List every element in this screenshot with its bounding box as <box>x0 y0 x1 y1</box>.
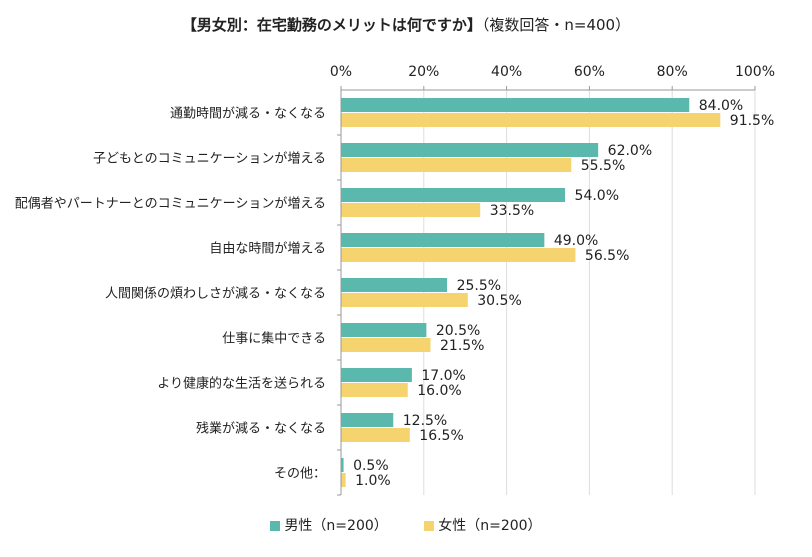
data-label: 16.0% <box>417 383 461 399</box>
bar-female <box>341 158 572 172</box>
data-label: 17.0% <box>421 368 465 384</box>
legend-item-male: 男性（n=200） <box>270 515 388 535</box>
data-label: 55.5% <box>581 158 625 174</box>
bar-male <box>341 98 690 112</box>
data-label: 1.0% <box>355 473 391 489</box>
data-label: 62.0% <box>608 143 652 159</box>
legend-item-female: 女性（n=200） <box>424 515 542 535</box>
data-label: 84.0% <box>699 98 743 114</box>
legend-swatch-male <box>270 521 281 531</box>
tick-label: 60% <box>574 64 605 80</box>
bar-male <box>341 188 566 202</box>
tick-label: 20% <box>408 64 439 80</box>
chart-title-sub: （複数回答・n=400） <box>481 16 631 34</box>
bar-male <box>341 458 344 472</box>
bar-female <box>341 473 346 487</box>
data-label: 54.0% <box>575 188 619 204</box>
tick-label: 80% <box>657 64 688 80</box>
data-label: 21.5% <box>440 338 484 354</box>
chart-title-main: 【男女別：在宅勤務のメリットは何ですか】 <box>181 16 482 34</box>
tick-label: 0% <box>330 64 352 80</box>
category-label: 子どもとのコミュニケーションが増える <box>93 152 326 167</box>
category-label: 仕事に集中できる <box>222 331 326 347</box>
data-label: 91.5% <box>730 113 774 129</box>
bar-male <box>341 143 599 157</box>
category-label: より健康的な生活を送られる <box>157 376 326 392</box>
data-label: 30.5% <box>477 293 521 309</box>
bar-male <box>341 323 427 337</box>
bar-female <box>341 338 431 352</box>
legend-label-male: 男性（n=200） <box>284 518 388 534</box>
bar-male <box>341 368 412 382</box>
data-label: 56.5% <box>585 248 629 264</box>
data-label: 33.5% <box>490 203 534 219</box>
legend: 男性（n=200） 女性（n=200） <box>0 515 812 535</box>
legend-swatch-female <box>424 521 435 531</box>
tick-label: 100% <box>735 64 775 80</box>
tick-label: 40% <box>491 64 522 80</box>
category-label: 人間関係の煩わしさが減る・なくなる <box>105 286 326 302</box>
bar-female <box>341 293 468 307</box>
bar-male <box>341 233 545 247</box>
data-label: 20.5% <box>436 323 480 339</box>
category-label: 自由な時間が増える <box>209 242 326 257</box>
bar-female <box>341 113 721 127</box>
data-label: 49.0% <box>554 233 598 249</box>
bar-female <box>341 428 410 442</box>
legend-label-female: 女性（n=200） <box>438 518 542 534</box>
data-label: 16.5% <box>419 428 463 444</box>
chart-title: 【男女別：在宅勤務のメリットは何ですか】（複数回答・n=400） <box>0 14 812 35</box>
category-label: その他： <box>274 467 326 482</box>
category-label: 通勤時間が減る・なくなる <box>170 106 326 122</box>
data-label: 12.5% <box>403 413 447 429</box>
bar-female <box>341 203 481 217</box>
category-label: 残業が減る・なくなる <box>196 421 326 437</box>
bar-female <box>341 383 408 397</box>
bar-male <box>341 278 448 292</box>
data-label: 25.5% <box>457 278 501 294</box>
data-label: 0.5% <box>353 458 389 474</box>
bar-male <box>341 413 394 427</box>
category-label: 配偶者やパートナーとのコミュニケーションが増える <box>15 197 326 212</box>
bar-female <box>341 248 576 262</box>
